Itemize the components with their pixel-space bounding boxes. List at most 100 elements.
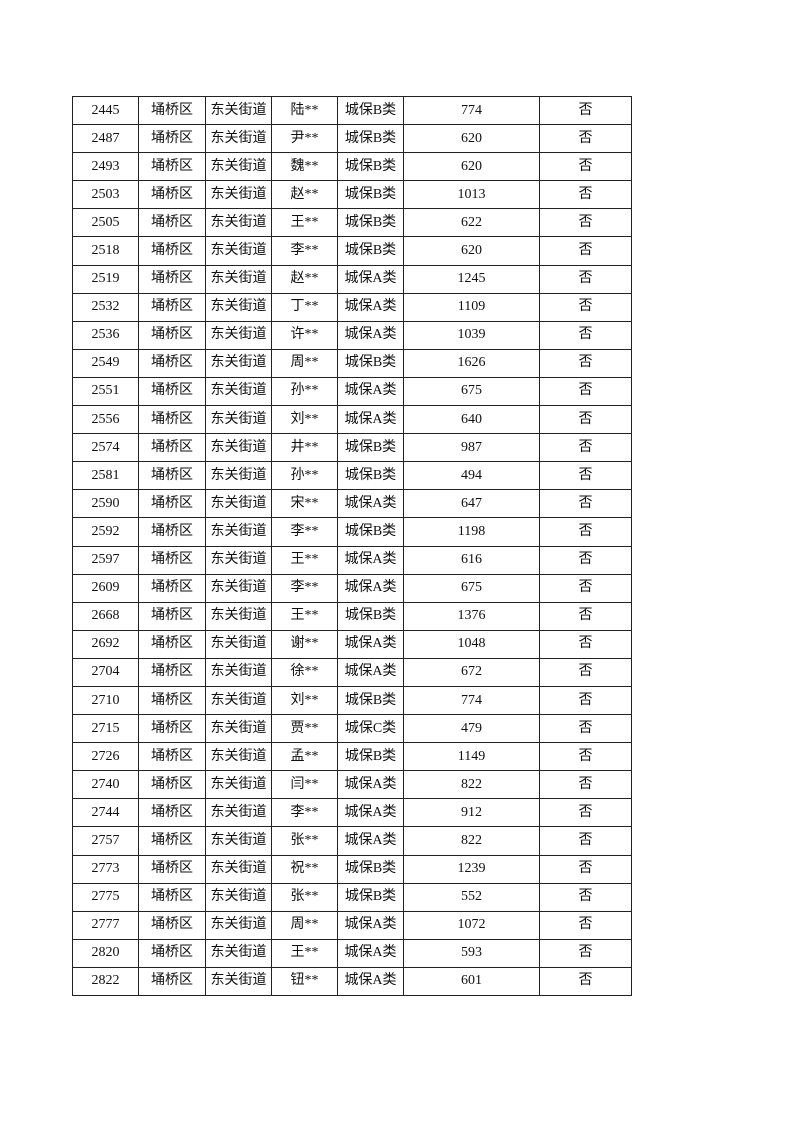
name-cell: 陆** (271, 95, 338, 126)
table-row: 2715 埇桥区 东关街道 贾** 城保C类 479 否 (72, 714, 632, 744)
name-cell: 周** (271, 348, 338, 378)
record-id-cell: 2592 (72, 517, 139, 547)
amount-cell: 672 (403, 657, 540, 687)
table-row: 2574 埇桥区 东关街道 井** 城保B类 987 否 (72, 433, 632, 463)
name-cell: 闫** (271, 770, 338, 800)
street-cell: 东关街道 (205, 826, 272, 856)
name-cell: 赵** (271, 264, 338, 294)
street-cell: 东关街道 (205, 882, 272, 912)
amount-cell: 1039 (403, 320, 540, 350)
table-row: 2549 埇桥区 东关街道 周** 城保B类 1626 否 (72, 348, 632, 378)
district-cell: 埇桥区 (138, 545, 206, 575)
street-cell: 东关街道 (205, 714, 272, 744)
record-id-cell: 2740 (72, 770, 139, 800)
flag-cell: 否 (539, 152, 632, 182)
amount-cell: 1072 (403, 910, 540, 940)
street-cell: 东关街道 (205, 601, 272, 631)
street-cell: 东关街道 (205, 910, 272, 940)
amount-cell: 620 (403, 152, 540, 182)
table-row: 2536 埇桥区 东关街道 许** 城保A类 1039 否 (72, 320, 632, 350)
insurance-type-cell: 城保A类 (337, 376, 404, 407)
flag-cell: 否 (539, 742, 632, 772)
amount-cell: 1245 (403, 264, 540, 294)
insurance-type-cell: 城保B类 (337, 236, 404, 266)
record-id-cell: 2757 (72, 826, 139, 856)
flag-cell: 否 (539, 517, 632, 547)
name-cell: 张** (271, 882, 338, 912)
flag-cell: 否 (539, 320, 632, 350)
street-cell: 东关街道 (205, 517, 272, 547)
flag-cell: 否 (539, 376, 632, 407)
street-cell: 东关街道 (205, 545, 272, 575)
table-row: 2590 埇桥区 东关街道 宋** 城保A类 647 否 (72, 489, 632, 519)
flag-cell: 否 (539, 236, 632, 266)
district-cell: 埇桥区 (138, 601, 206, 631)
district-cell: 埇桥区 (138, 405, 206, 435)
street-cell: 东关街道 (205, 320, 272, 350)
record-id-cell: 2503 (72, 180, 139, 210)
insurance-type-cell: 城保A类 (337, 545, 404, 575)
flag-cell: 否 (539, 910, 632, 940)
name-cell: 王** (271, 938, 338, 968)
name-cell: 钮** (271, 966, 338, 997)
name-cell: 刘** (271, 685, 338, 716)
table-row: 2556 埇桥区 东关街道 刘** 城保A类 640 否 (72, 405, 632, 435)
insurance-type-cell: 城保B类 (337, 517, 404, 547)
insurance-type-cell: 城保B类 (337, 124, 404, 154)
district-cell: 埇桥区 (138, 152, 206, 182)
record-id-cell: 2556 (72, 405, 139, 435)
record-id-cell: 2777 (72, 910, 139, 940)
insurance-type-cell: 城保B类 (337, 208, 404, 238)
insurance-type-cell: 城保A类 (337, 657, 404, 687)
district-cell: 埇桥区 (138, 685, 206, 716)
flag-cell: 否 (539, 433, 632, 463)
record-id-cell: 2704 (72, 657, 139, 687)
street-cell: 东关街道 (205, 966, 272, 997)
district-cell: 埇桥区 (138, 826, 206, 856)
record-id-cell: 2597 (72, 545, 139, 575)
flag-cell: 否 (539, 657, 632, 687)
flag-cell: 否 (539, 798, 632, 828)
name-cell: 徐** (271, 657, 338, 687)
flag-cell: 否 (539, 826, 632, 856)
amount-cell: 593 (403, 938, 540, 968)
name-cell: 赵** (271, 180, 338, 210)
district-cell: 埇桥区 (138, 770, 206, 800)
amount-cell: 601 (403, 966, 540, 997)
district-cell: 埇桥区 (138, 714, 206, 744)
name-cell: 李** (271, 573, 338, 603)
amount-cell: 1013 (403, 180, 540, 210)
amount-cell: 822 (403, 770, 540, 800)
insurance-type-cell: 城保A类 (337, 910, 404, 940)
name-cell: 李** (271, 798, 338, 828)
street-cell: 东关街道 (205, 236, 272, 266)
name-cell: 尹** (271, 124, 338, 154)
insurance-type-cell: 城保B类 (337, 685, 404, 716)
district-cell: 埇桥区 (138, 376, 206, 407)
amount-cell: 1239 (403, 854, 540, 884)
street-cell: 东关街道 (205, 208, 272, 238)
district-cell: 埇桥区 (138, 236, 206, 266)
table-row: 2518 埇桥区 东关街道 李** 城保B类 620 否 (72, 236, 632, 266)
name-cell: 丁** (271, 292, 338, 322)
record-id-cell: 2822 (72, 966, 139, 997)
flag-cell: 否 (539, 685, 632, 716)
record-id-cell: 2668 (72, 601, 139, 631)
record-id-cell: 2726 (72, 742, 139, 772)
amount-cell: 912 (403, 798, 540, 828)
street-cell: 东关街道 (205, 629, 272, 659)
flag-cell: 否 (539, 854, 632, 884)
street-cell: 东关街道 (205, 433, 272, 463)
amount-cell: 1626 (403, 348, 540, 378)
name-cell: 谢** (271, 629, 338, 659)
flag-cell: 否 (539, 545, 632, 575)
district-cell: 埇桥区 (138, 461, 206, 491)
name-cell: 孙** (271, 376, 338, 407)
amount-cell: 616 (403, 545, 540, 575)
flag-cell: 否 (539, 180, 632, 210)
flag-cell: 否 (539, 629, 632, 659)
street-cell: 东关街道 (205, 124, 272, 154)
table-row: 2704 埇桥区 东关街道 徐** 城保A类 672 否 (72, 657, 632, 687)
table-row: 2532 埇桥区 东关街道 丁** 城保A类 1109 否 (72, 292, 632, 322)
record-id-cell: 2590 (72, 489, 139, 519)
